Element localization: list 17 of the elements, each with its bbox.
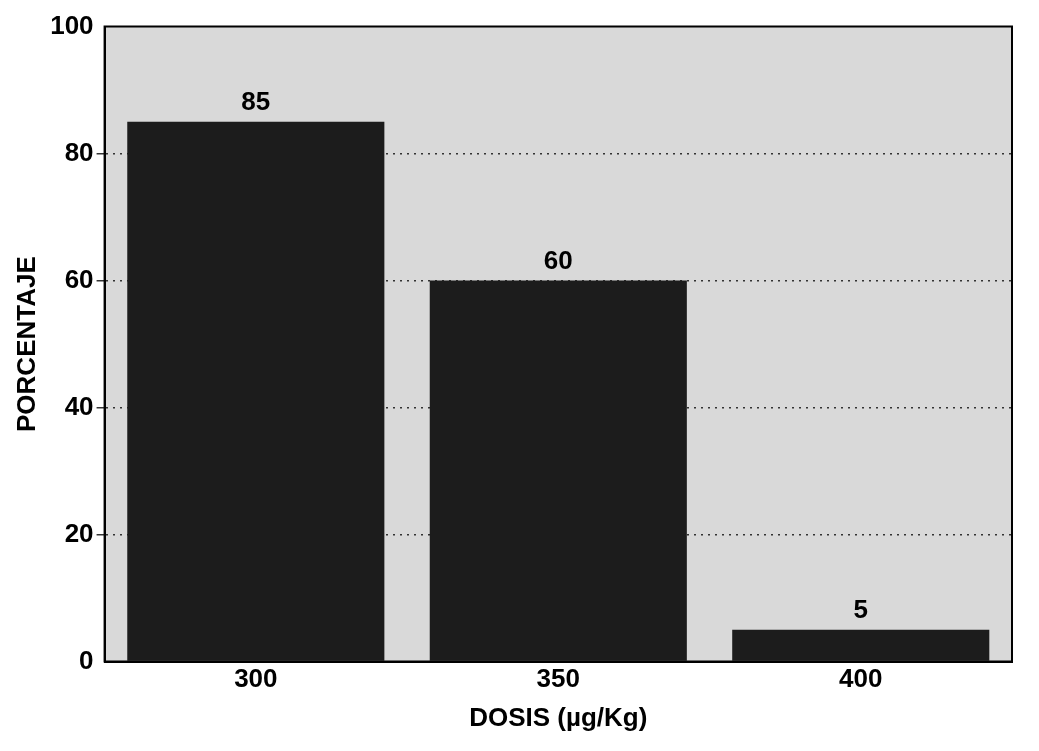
bar: [127, 121, 385, 661]
y-tick-label: 0: [79, 644, 94, 675]
data-label: 85: [241, 86, 271, 117]
bar: [732, 629, 990, 661]
data-label: 5: [853, 594, 868, 625]
x-tick-label: 300: [234, 663, 278, 694]
y-tick-label: 60: [64, 263, 94, 294]
y-tick-label: 80: [64, 136, 94, 167]
bar: [429, 280, 687, 661]
y-axis-title: PORCENTAJE: [10, 256, 41, 432]
y-tick-label: 40: [64, 390, 94, 421]
data-label: 60: [543, 244, 573, 275]
y-tick-label: 20: [64, 517, 94, 548]
x-tick-label: 350: [536, 663, 580, 694]
y-tick-label: 100: [50, 9, 94, 40]
x-tick-label: 400: [839, 663, 883, 694]
x-axis-title: DOSIS (µg/Kg): [469, 701, 648, 732]
